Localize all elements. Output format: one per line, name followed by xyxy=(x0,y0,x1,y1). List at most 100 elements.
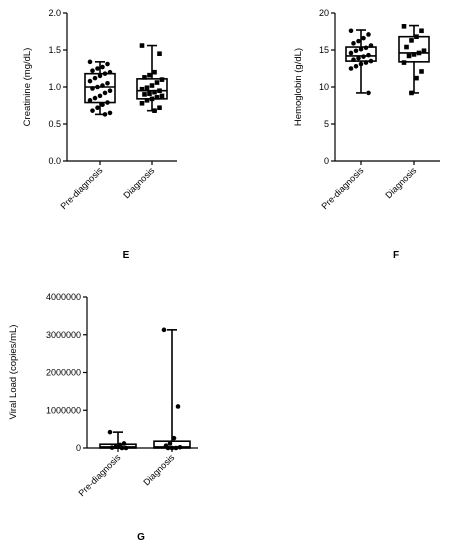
y-tick-label: 3000000 xyxy=(46,330,81,340)
data-point xyxy=(144,85,150,91)
data-point xyxy=(366,52,371,58)
data-point xyxy=(414,75,419,81)
data-point xyxy=(92,95,98,101)
data-point xyxy=(406,53,412,59)
data-point xyxy=(90,108,95,113)
chart-viral-load: 0 1000000 2000000 3000000 4000000 Viral Load … xyxy=(8,292,198,498)
data-point xyxy=(356,55,361,61)
data-point xyxy=(152,69,157,75)
data-point xyxy=(100,102,105,108)
y-tick-label: 0.0 xyxy=(48,156,61,166)
x-tick-label: Pre-diagnosis xyxy=(58,165,104,211)
y-tick-label: 1000000 xyxy=(46,405,81,415)
data-point xyxy=(105,100,110,105)
data-point xyxy=(139,100,145,106)
y-axis-label: Hemoglobin (g/dL) xyxy=(293,48,304,126)
data-point xyxy=(147,91,152,96)
data-point xyxy=(154,95,160,100)
chart-creatinine: 0.0 0.5 1.0 1.5 2.0 Creatinine (mg/dL) Pre-dia… xyxy=(22,8,177,211)
data-point xyxy=(107,110,113,116)
y-axis-label: Creatinine (mg/dL) xyxy=(22,48,33,127)
data-point xyxy=(348,28,354,34)
data-point xyxy=(149,96,155,102)
data-point xyxy=(107,88,113,93)
data-point xyxy=(363,60,369,65)
data-point xyxy=(97,93,103,99)
data-point xyxy=(139,43,145,48)
data-point xyxy=(356,38,361,44)
data-point xyxy=(97,73,103,79)
data-point xyxy=(368,58,374,64)
data-point xyxy=(102,90,108,96)
data-point xyxy=(107,429,113,435)
data-point xyxy=(157,51,162,56)
data-point xyxy=(421,48,427,54)
data-point xyxy=(414,34,419,39)
data-point xyxy=(416,50,422,56)
panel-label-f: F xyxy=(393,250,399,261)
data-point xyxy=(107,69,113,75)
x-tick-label: Pre-diagnosis xyxy=(76,452,122,498)
data-point xyxy=(95,66,100,71)
data-point xyxy=(142,92,147,97)
data-point xyxy=(123,445,129,451)
data-point xyxy=(139,86,145,92)
data-point xyxy=(351,57,356,62)
x-tick-label: Diagnosis xyxy=(383,165,418,200)
chart-hemoglobin: 0 5 10 15 20 Hemoglobin (g/dL) Pre-diagnosis Di… xyxy=(293,8,440,211)
data-point xyxy=(409,38,414,43)
data-point xyxy=(161,327,167,333)
data-point xyxy=(353,63,359,69)
data-point xyxy=(119,445,125,451)
data-point xyxy=(154,80,160,85)
data-point xyxy=(165,445,171,451)
y-tick-label: 2.0 xyxy=(48,8,61,18)
y-tick-label: 0 xyxy=(324,156,329,166)
data-point xyxy=(142,75,147,80)
x-tick-label: Pre-diagnosis xyxy=(319,165,365,211)
box xyxy=(398,35,430,63)
data-point xyxy=(109,445,115,450)
data-point xyxy=(351,41,356,46)
data-point xyxy=(92,75,98,81)
data-point xyxy=(113,444,119,449)
data-point xyxy=(419,28,424,34)
data-point xyxy=(368,43,374,48)
data-point xyxy=(95,84,100,90)
x-tick-label: Diagnosis xyxy=(141,452,176,487)
y-tick-label: 1.5 xyxy=(48,45,61,55)
data-point xyxy=(105,81,110,86)
data-point xyxy=(90,68,95,74)
data-point xyxy=(87,59,93,65)
panel-label-e: E xyxy=(123,250,130,261)
data-point xyxy=(175,404,181,409)
data-point xyxy=(102,112,108,117)
data-point xyxy=(100,64,105,70)
data-point xyxy=(152,89,157,95)
data-point xyxy=(171,435,177,441)
data-point xyxy=(177,444,183,450)
data-point xyxy=(167,441,173,446)
data-point xyxy=(366,90,371,96)
data-point xyxy=(358,61,364,67)
y-tick-label: 2000000 xyxy=(46,368,81,378)
data-point xyxy=(169,445,175,451)
data-point xyxy=(100,83,105,88)
y-tick-label: 4000000 xyxy=(46,292,81,302)
y-tick-label: 0.5 xyxy=(48,119,61,129)
data-point xyxy=(147,72,152,78)
data-point xyxy=(353,48,359,54)
data-point xyxy=(159,77,165,82)
data-point xyxy=(149,83,155,88)
data-point xyxy=(358,46,364,52)
data-point xyxy=(87,78,93,84)
data-point xyxy=(363,45,369,51)
y-axis-label: Viral Load (copies/mL) xyxy=(8,325,19,420)
data-point xyxy=(173,445,179,451)
data-point xyxy=(159,93,165,99)
data-point xyxy=(90,86,95,91)
data-point xyxy=(102,71,108,76)
y-tick-label: 20 xyxy=(319,8,329,18)
data-point xyxy=(361,35,366,41)
data-point xyxy=(87,98,93,103)
